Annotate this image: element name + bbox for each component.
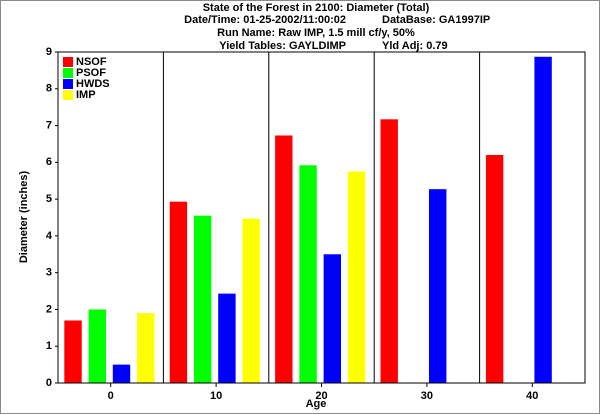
y-tick-label: 9 <box>46 46 52 58</box>
y-tick-label: 1 <box>46 340 52 352</box>
bar <box>299 165 317 383</box>
y-tick-label: 5 <box>46 193 52 205</box>
bar <box>485 154 504 383</box>
bar <box>242 218 260 383</box>
y-tick-label: 8 <box>46 83 52 95</box>
bar <box>193 215 212 383</box>
y-tick-label: 0 <box>46 377 52 389</box>
legend-swatch <box>63 90 73 100</box>
legend-swatch <box>63 68 73 78</box>
bar <box>429 189 447 383</box>
legend-swatch <box>63 57 73 67</box>
x-tick-label: 40 <box>526 390 538 402</box>
bar <box>169 201 188 383</box>
legend-swatch <box>63 79 73 89</box>
legend-label: IMP <box>76 89 96 101</box>
x-tick-label: 20 <box>315 390 327 402</box>
bar <box>347 171 366 383</box>
bar <box>534 56 552 383</box>
bar <box>137 313 155 383</box>
subtitle: Yld Adj: 0.79 <box>382 40 448 52</box>
bar <box>275 135 293 383</box>
x-axis-label: Age <box>306 398 327 410</box>
plot-border <box>57 51 586 384</box>
legend-label: NSOF <box>76 56 107 68</box>
subtitle: DataBase: GA1997IP <box>382 14 490 26</box>
y-axis-label: Diameter (inches) <box>18 171 30 264</box>
bar <box>380 119 398 383</box>
bar <box>64 320 82 383</box>
legend-label: HWDS <box>76 78 110 90</box>
bar <box>88 309 106 383</box>
chart-title: State of the Forest in 2100: Diameter (T… <box>203 2 430 14</box>
legend-label: PSOF <box>76 67 106 79</box>
y-tick-label: 7 <box>46 119 52 131</box>
bar <box>323 254 341 383</box>
bar <box>218 293 236 383</box>
bar <box>112 364 131 383</box>
x-tick-label: 30 <box>421 390 433 402</box>
subtitle: Yield Tables: GAYLDIMP <box>219 40 346 52</box>
y-tick-label: 3 <box>46 267 52 279</box>
x-tick-label: 0 <box>108 390 114 402</box>
y-tick-label: 4 <box>46 230 53 242</box>
y-tick-label: 2 <box>46 303 52 315</box>
y-tick-label: 6 <box>46 156 52 168</box>
x-tick-label: 10 <box>210 390 222 402</box>
subtitle: Run Name: Raw IMP, 1.5 mill cf/y, 50% <box>217 27 415 39</box>
subtitle: Date/Time: 01-25-2002/11:00:02 <box>184 14 346 26</box>
